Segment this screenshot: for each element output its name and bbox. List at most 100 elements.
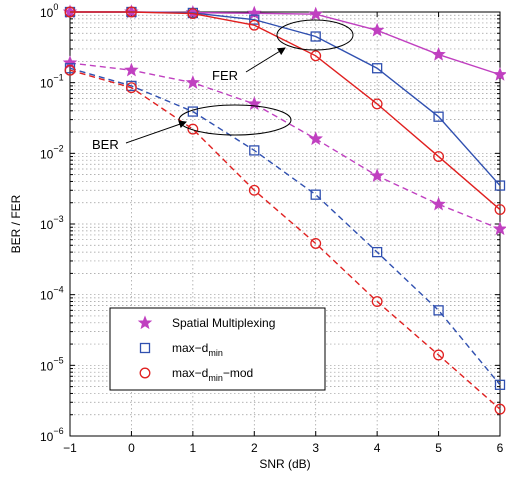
data-point-circle [494,204,506,216]
y-tick-label: 10−1 [40,73,64,91]
data-point-circle [248,184,260,196]
series-line [70,11,501,211]
x-tick-label: 6 [497,441,504,455]
data-point-square [310,31,321,42]
data-point-circle [371,98,383,110]
legend-label-main: max−d [172,341,208,355]
y-tick-label: 100 [40,2,58,20]
data-point-star [431,46,446,61]
x-tick-label: −1 [63,441,77,455]
x-tick-label: 5 [435,441,442,455]
data-point-circle [310,50,322,62]
annotations: FER BER [92,19,354,152]
legend-label: Spatial Multiplexing [172,316,275,330]
legend-marker-circle [139,367,151,379]
data-point-circle [64,64,76,76]
y-tick-label-mantissa: 10 [40,147,54,161]
series-line [69,67,501,386]
data-point-square [310,189,321,200]
data-point-star [247,5,262,20]
y-tick-label: 10−3 [40,214,64,232]
y-tick-label-exponent: −3 [53,214,63,224]
data-point-star [308,6,323,21]
data-point-square [494,379,506,390]
data-point-circle [187,123,199,135]
y-tick-label-mantissa: 10 [40,6,54,20]
legend-entry: max−dmin−mod [139,366,253,383]
legend-label: max−dmin−mod [172,366,253,383]
y-tick-label: 10−5 [40,355,64,373]
ber-ellipse [178,104,292,136]
data-point-square [433,305,444,316]
y-tick-label-exponent: −1 [53,73,63,83]
series-max-d-min-mod-fer [64,6,506,216]
y-tick-label-exponent: −5 [53,355,63,365]
data-point-star [492,221,506,236]
legend-marker-square [139,342,151,354]
fer-label: FER [212,68,238,83]
data-point-star [124,62,139,77]
data-point-square [249,14,260,25]
data-point-star [247,96,262,111]
legend-label-subscript: min [208,373,223,383]
fer-ellipse [276,19,354,51]
data-point-circle [433,349,445,361]
data-point-star [185,75,201,89]
y-tick-label-mantissa: 10 [40,359,54,373]
series-line [69,69,501,410]
ber-arrow [125,120,187,144]
data-point-star [369,168,385,183]
x-tick-label: 2 [251,441,258,455]
x-tick-label: 0 [128,441,135,455]
data-point-square [494,180,506,191]
y-tick-label-mantissa: 10 [40,218,54,232]
legend-label-main: max−d [172,366,208,380]
series-spatial-multiplexing-ber [62,55,506,236]
x-tick-label: 4 [374,441,381,455]
y-tick-label-mantissa: 10 [40,430,54,444]
legend-label-subscript: min [208,348,223,358]
y-tick-label-exponent: −4 [53,285,63,295]
data-point-circle [187,8,199,20]
y-tick-label-mantissa: 10 [40,77,54,91]
x-tick-label: 3 [312,441,319,455]
data-point-circle [125,82,137,94]
series-max-d-min-mod-ber [64,64,506,415]
data-point-star [369,22,385,37]
y-tick-label-mantissa: 10 [40,289,54,303]
y-tick-label: 10−4 [40,285,64,303]
ber-label: BER [92,137,119,152]
y-axis-label: BER / FER [9,194,23,253]
data-point-square [371,246,383,258]
legend-label: max−dmin [172,341,223,358]
data-point-circle [125,6,137,18]
y-tick-label: 10−6 [40,426,64,444]
legend-label-tail: −mod [223,366,253,380]
data-point-star [492,67,506,81]
legend-entry: Spatial Multiplexing [137,315,275,330]
y-tick-label-exponent: 0 [53,2,58,12]
x-axis-label: SNR (dB) [259,457,310,471]
data-point-star [308,131,323,146]
data-point-circle [310,238,322,249]
legend-entry: max−dmin [139,341,223,358]
y-tick-label-exponent: −2 [53,143,63,153]
data-point-square [371,63,383,74]
data-point-circle [371,296,383,307]
series-line [69,62,501,230]
data-point-circle [248,19,260,31]
fer-arrow [245,47,286,73]
data-point-star [431,196,446,211]
data-point-circle [64,6,76,18]
x-tick-label: 1 [190,441,197,455]
y-tick-label-exponent: −6 [53,426,63,436]
y-tick-label: 10−2 [40,143,64,161]
data-point-square [433,111,444,122]
legend-marker-star [137,315,153,330]
data-point-circle [494,403,506,415]
data-point-circle [433,151,445,163]
data-point-square [249,145,260,156]
